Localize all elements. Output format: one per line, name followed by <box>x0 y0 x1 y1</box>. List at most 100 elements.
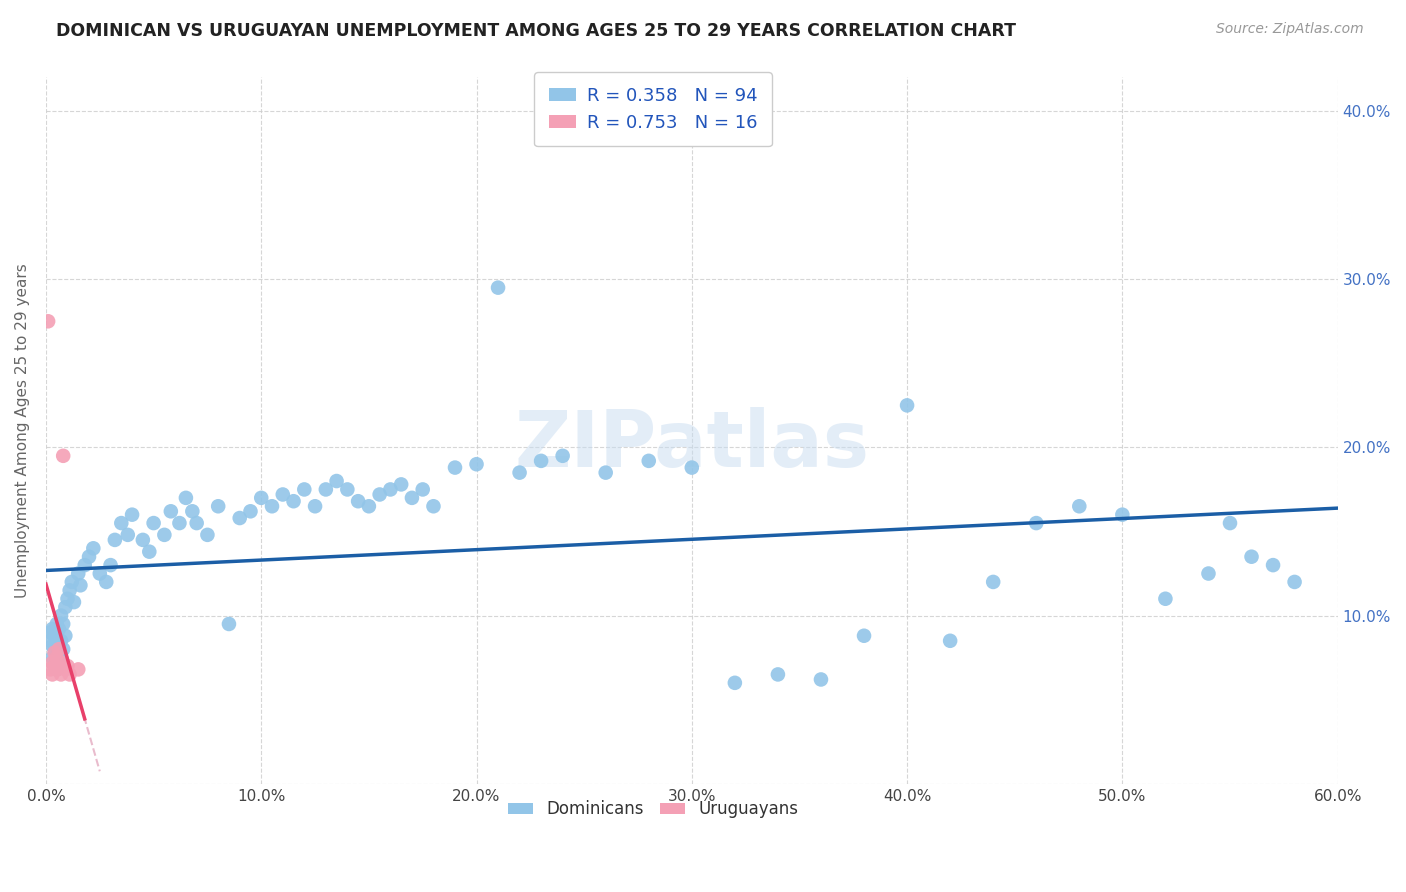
Point <box>49 656 72 670</box>
Point <box>486 280 509 294</box>
Point <box>197 528 219 542</box>
Point <box>59 583 82 598</box>
Point <box>48 642 70 657</box>
Point <box>260 500 283 514</box>
Point <box>69 578 91 592</box>
Point <box>595 466 617 480</box>
Point <box>336 483 359 497</box>
Point <box>207 500 229 514</box>
Point <box>1240 549 1263 564</box>
Point <box>48 639 70 653</box>
Point <box>250 491 273 505</box>
Point <box>1154 591 1177 606</box>
Point <box>52 642 75 657</box>
Text: DOMINICAN VS URUGUAYAN UNEMPLOYMENT AMONG AGES 25 TO 29 YEARS CORRELATION CHART: DOMINICAN VS URUGUAYAN UNEMPLOYMENT AMON… <box>56 22 1017 40</box>
Point <box>52 617 75 632</box>
Point <box>896 398 918 412</box>
Point <box>67 662 90 676</box>
Point <box>530 454 553 468</box>
Point <box>49 633 72 648</box>
Point <box>153 528 176 542</box>
Point <box>44 659 66 673</box>
Point <box>52 449 75 463</box>
Point <box>96 574 118 589</box>
Point <box>766 667 789 681</box>
Point <box>412 483 434 497</box>
Point <box>142 516 165 530</box>
Point <box>48 656 70 670</box>
Point <box>45 617 67 632</box>
Point <box>48 622 70 636</box>
Point <box>228 511 250 525</box>
Point <box>45 633 67 648</box>
Point <box>292 483 315 497</box>
Point <box>45 662 67 676</box>
Point <box>1069 500 1091 514</box>
Point <box>41 650 63 665</box>
Point <box>110 516 132 530</box>
Point <box>82 541 104 556</box>
Point <box>186 516 208 530</box>
Point <box>444 460 467 475</box>
Point <box>181 504 204 518</box>
Point <box>100 558 122 573</box>
Point <box>45 662 67 676</box>
Point <box>39 662 62 676</box>
Point <box>41 667 63 681</box>
Point <box>44 629 66 643</box>
Point <box>45 646 67 660</box>
Point <box>368 487 391 501</box>
Point <box>637 454 659 468</box>
Point <box>160 504 183 518</box>
Point <box>39 625 62 640</box>
Point <box>357 500 380 514</box>
Point <box>104 533 127 547</box>
Point <box>73 558 96 573</box>
Point <box>1111 508 1133 522</box>
Point <box>132 533 155 547</box>
Point <box>551 449 574 463</box>
Point <box>117 528 139 542</box>
Point <box>509 466 531 480</box>
Point <box>49 650 72 665</box>
Point <box>218 617 240 632</box>
Text: ZIPatlas: ZIPatlas <box>515 407 869 483</box>
Point <box>271 487 294 501</box>
Point <box>853 629 876 643</box>
Point <box>49 608 72 623</box>
Point <box>37 314 59 328</box>
Point <box>1198 566 1220 581</box>
Point <box>239 504 262 518</box>
Point <box>59 667 82 681</box>
Point <box>44 659 66 673</box>
Point <box>53 600 76 615</box>
Point <box>44 646 66 660</box>
Point <box>315 483 337 497</box>
Point <box>1025 516 1047 530</box>
Point <box>121 508 143 522</box>
Point <box>49 667 72 681</box>
Point <box>1261 558 1284 573</box>
Point <box>283 494 305 508</box>
Point <box>39 633 62 648</box>
Point <box>810 673 832 687</box>
Point <box>422 500 444 514</box>
Point <box>44 642 66 657</box>
Point <box>389 477 412 491</box>
Point <box>67 566 90 581</box>
Point <box>53 629 76 643</box>
Point <box>41 622 63 636</box>
Point <box>77 549 100 564</box>
Point <box>347 494 370 508</box>
Point <box>325 474 347 488</box>
Point <box>41 639 63 653</box>
Point <box>138 544 160 558</box>
Point <box>45 650 67 665</box>
Point <box>53 662 76 676</box>
Point <box>939 633 962 648</box>
Legend: Dominicans, Uruguayans: Dominicans, Uruguayans <box>501 794 806 825</box>
Text: Source: ZipAtlas.com: Source: ZipAtlas.com <box>1216 22 1364 37</box>
Point <box>41 656 63 670</box>
Point <box>681 460 703 475</box>
Point <box>63 595 86 609</box>
